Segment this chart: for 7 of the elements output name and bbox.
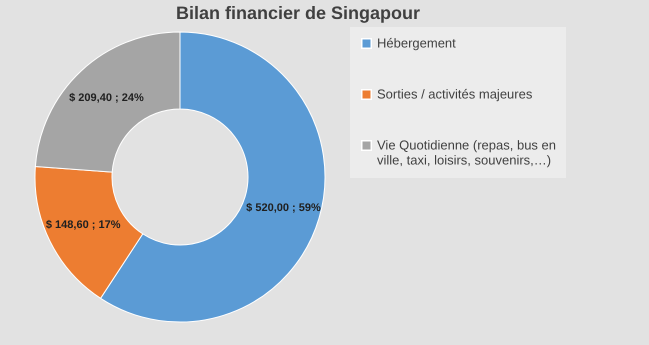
legend-label: Vie Quotidienne (repas, bus en ville, taxi, loisirs, souvenirs,…) (377, 138, 556, 168)
data-label: $ 209,40 ; 24% (69, 92, 144, 104)
chart-title: Bilan financier de Singapour (176, 3, 420, 23)
data-label: $ 520,00 ; 59% (246, 202, 322, 214)
legend-label: Hébergement (377, 36, 456, 50)
data-label: $ 148,60 ; 17% (46, 218, 121, 231)
legend-label: Sorties / activités majeures (377, 86, 533, 102)
